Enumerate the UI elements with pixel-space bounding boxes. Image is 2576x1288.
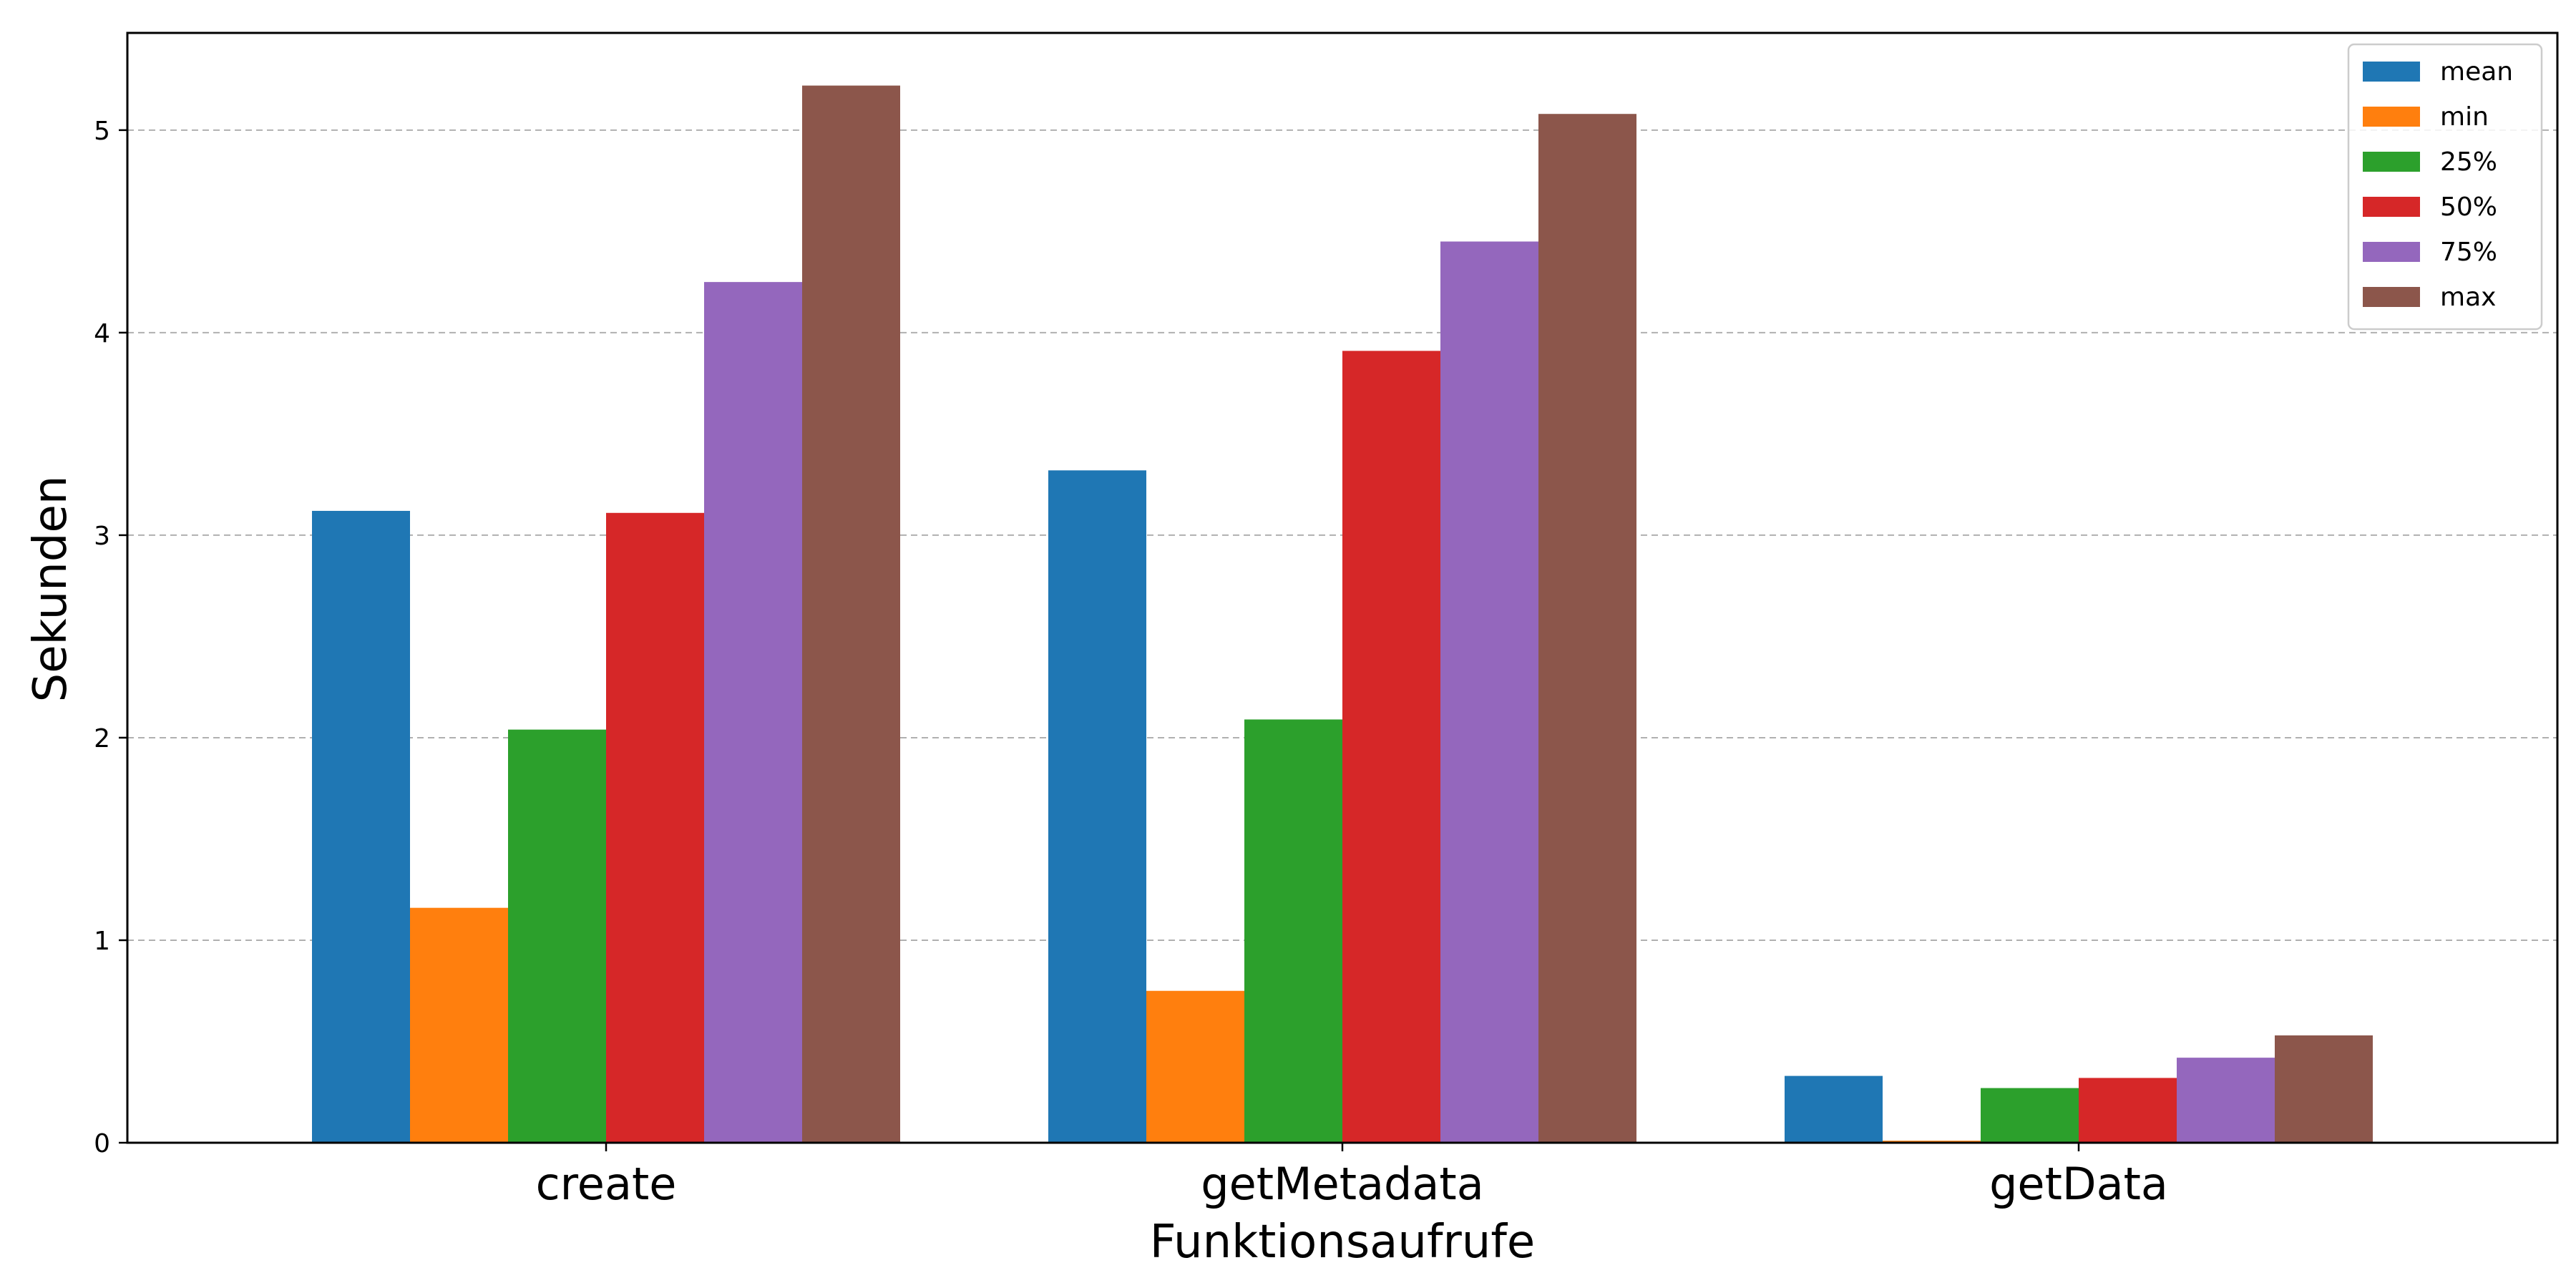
y-tick-label: 3 [94,522,110,551]
bar-getData-50% [2079,1078,2177,1143]
legend-swatch-25% [2363,152,2420,172]
bar-create-min [410,907,508,1143]
x-axis-label: Funktionsaufrufe [1150,1216,1536,1269]
legend-swatch-max [2363,287,2420,307]
x-axis-ticks: create getMetadata getData [536,1143,2168,1210]
legend: mean min 25% 50% 75% max [2347,43,2543,331]
legend-label: 50% [2440,192,2497,222]
bar-getData-75% [2177,1058,2275,1143]
bar-getMetadata-mean [1048,470,1146,1143]
legend-swatch-mean [2363,62,2420,82]
bar-create-25% [508,729,606,1143]
y-tick-label: 1 [94,927,110,956]
legend-label: mean [2440,57,2513,87]
y-tick-label: 2 [94,724,110,753]
bar-getData-25% [1981,1088,2079,1143]
bar-create-max [802,85,900,1143]
bar-getMetadata-75% [1440,241,1538,1143]
y-axis-label: Sekunden [24,476,77,703]
x-tick-label: getData [1989,1158,2168,1210]
legend-swatch-50% [2363,197,2420,217]
x-tick-label: getMetadata [1201,1158,1483,1210]
bar-create-75% [704,282,802,1143]
bar-getMetadata-50% [1342,351,1440,1143]
legend-swatch-75% [2363,242,2420,262]
bar-getMetadata-max [1538,114,1636,1143]
bar-getData-mean [1785,1075,1883,1143]
bar-create-50% [606,512,704,1143]
bar-create-mean [312,510,410,1143]
y-tick-label: 5 [94,117,110,146]
y-axis-ticks: 0 1 2 3 4 5 [94,117,127,1158]
legend-label: max [2440,283,2496,312]
y-tick-label: 0 [94,1129,110,1158]
legend-label: 75% [2440,238,2497,267]
legend-label: min [2440,102,2489,132]
bars [312,85,2373,1143]
y-tick-label: 4 [94,319,110,348]
bar-getData-max [2275,1035,2373,1143]
bar-getMetadata-min [1146,990,1244,1143]
x-tick-label: create [536,1158,677,1210]
legend-swatch-min [2363,107,2420,127]
legend-label: 25% [2440,147,2497,177]
bar-getMetadata-25% [1244,719,1342,1143]
